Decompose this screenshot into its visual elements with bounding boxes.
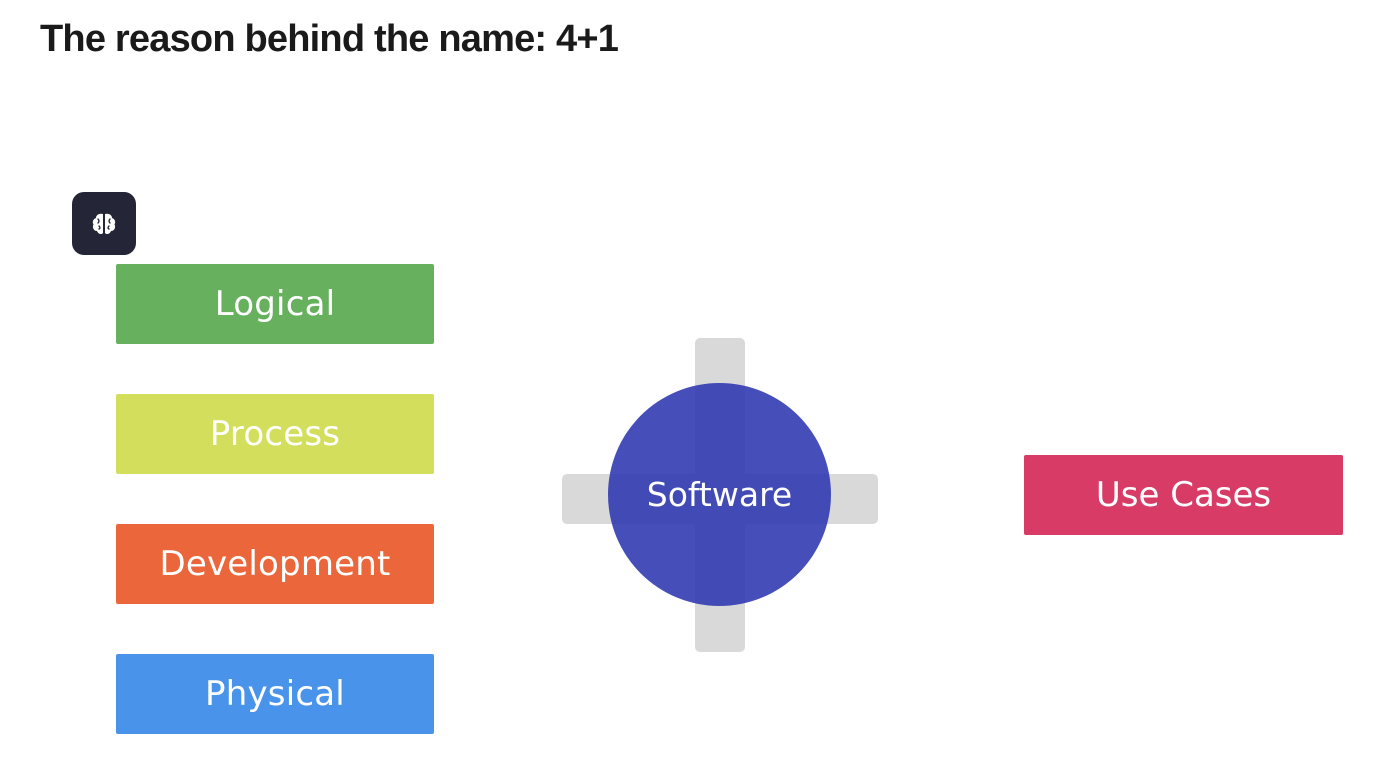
brain-icon	[92, 213, 116, 234]
view-box-development: Development	[116, 524, 434, 604]
software-label: Software	[646, 475, 793, 514]
view-label-development: Development	[159, 544, 391, 584]
view-box-physical: Physical	[116, 654, 434, 734]
use-cases-label: Use Cases	[1095, 475, 1272, 515]
view-box-logical: Logical	[116, 264, 434, 344]
page-title: The reason behind the name: 4+1	[40, 18, 619, 60]
software-circle: Software	[608, 383, 831, 606]
view-label-physical: Physical	[205, 674, 345, 714]
view-label-process: Process	[209, 414, 341, 454]
brain-badge	[72, 192, 136, 255]
view-box-process: Process	[116, 394, 434, 474]
view-label-logical: Logical	[214, 284, 336, 324]
use-cases-box: Use Cases	[1024, 455, 1343, 535]
